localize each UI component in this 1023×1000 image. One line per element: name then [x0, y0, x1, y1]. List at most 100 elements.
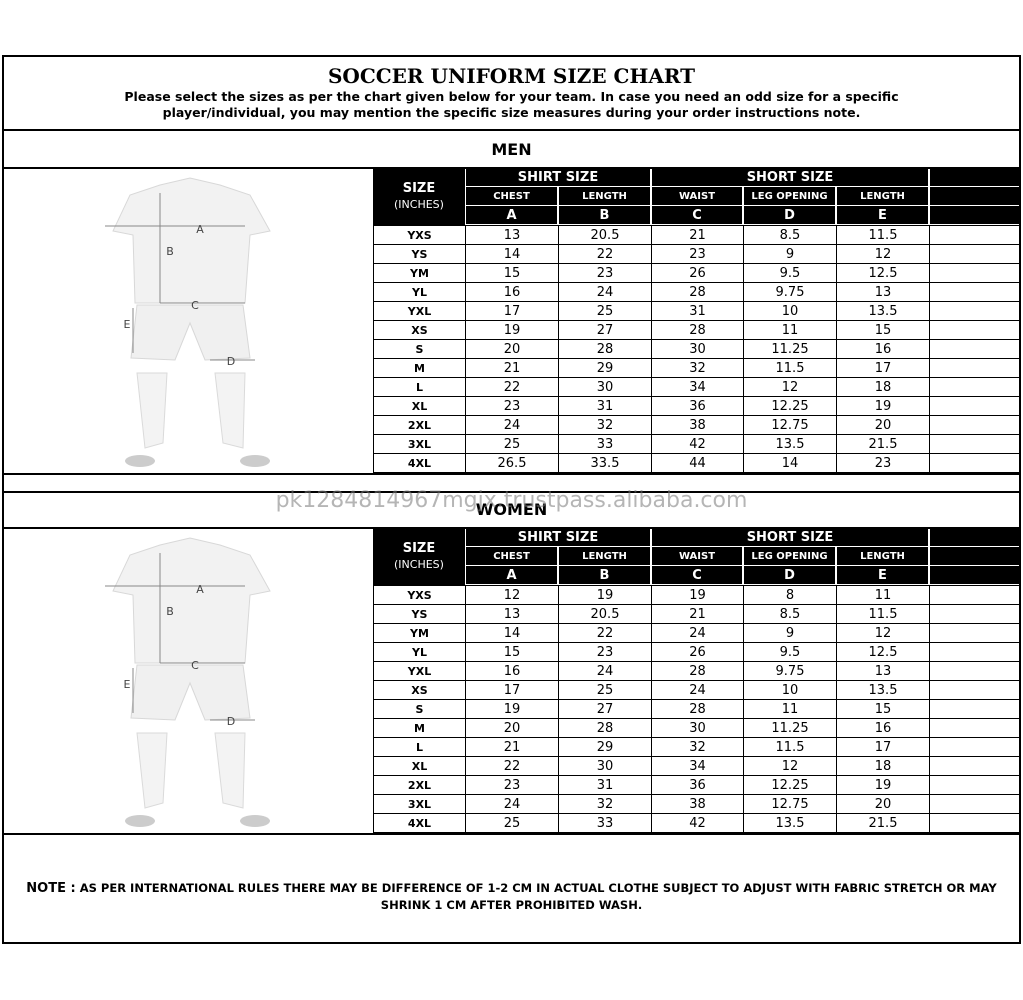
value-cell: 25: [558, 680, 652, 700]
value-cell: 31: [651, 301, 744, 321]
column-header: CHEST: [466, 547, 557, 565]
size-header: [373, 528, 465, 585]
value-cell: 21.5: [836, 813, 930, 833]
value-cell: 11.25: [743, 339, 837, 359]
value-cell: 25: [465, 434, 559, 454]
value-cell: 13: [465, 225, 559, 245]
value-cell: [929, 699, 1021, 719]
section-title: MEN: [491, 139, 532, 159]
value-cell: 20: [465, 339, 559, 359]
value-cell: [929, 794, 1021, 814]
size-cell: M: [373, 718, 466, 738]
column-header: WAIST: [652, 187, 742, 205]
value-cell: 19: [558, 585, 652, 605]
size-cell: S: [373, 339, 466, 359]
column-header: LEG OPENING: [744, 547, 835, 565]
value-cell: 28: [558, 339, 652, 359]
value-cell: 22: [558, 244, 652, 264]
value-cell: 17: [465, 301, 559, 321]
rule: [2, 473, 1021, 475]
value-cell: [929, 453, 1021, 473]
value-cell: 21: [651, 225, 744, 245]
value-cell: 18: [836, 377, 930, 397]
rule: [2, 833, 1021, 835]
size-cell: YXS: [373, 225, 466, 245]
value-cell: 24: [465, 415, 559, 435]
value-cell: 26.5: [465, 453, 559, 473]
value-cell: 24: [651, 680, 744, 700]
value-cell: [929, 282, 1021, 302]
value-cell: [929, 396, 1021, 416]
size-header-label: SIZE: [402, 540, 436, 556]
value-cell: 24: [558, 282, 652, 302]
size-cell: L: [373, 377, 466, 397]
value-cell: 28: [651, 699, 744, 719]
value-cell: 33.5: [558, 453, 652, 473]
title: SOCCER UNIFORM SIZE CHART: [327, 64, 696, 88]
value-cell: 26: [651, 642, 744, 662]
size-cell: S: [373, 699, 466, 719]
size-cell: 4XL: [373, 453, 466, 473]
value-cell: 29: [558, 737, 652, 757]
value-cell: 12: [836, 623, 930, 643]
value-cell: [929, 339, 1021, 359]
value-cell: 11: [743, 699, 837, 719]
value-cell: 30: [651, 339, 744, 359]
value-cell: 23: [836, 453, 930, 473]
value-cell: [929, 377, 1021, 397]
size-cell: M: [373, 358, 466, 378]
value-cell: 16: [465, 282, 559, 302]
note-text: AS PER INTERNATIONAL RULES THERE MAY BE …: [79, 881, 997, 912]
size-cell: YXL: [373, 661, 466, 681]
column-header: LENGTH: [837, 547, 928, 565]
figure-label: D: [226, 714, 236, 728]
value-cell: 44: [651, 453, 744, 473]
value-cell: 25: [558, 301, 652, 321]
size-cell: XS: [373, 320, 466, 340]
value-cell: [929, 434, 1021, 454]
size-cell: 3XL: [373, 794, 466, 814]
value-cell: 20.5: [558, 604, 652, 624]
size-cell: YL: [373, 642, 466, 662]
value-cell: 21.5: [836, 434, 930, 454]
value-cell: 11.5: [836, 225, 930, 245]
value-cell: 9: [743, 244, 837, 264]
value-cell: [929, 623, 1021, 643]
size-cell: 3XL: [373, 434, 466, 454]
frame: [2, 55, 1021, 944]
value-cell: [929, 604, 1021, 624]
value-cell: 32: [651, 358, 744, 378]
size-cell: 2XL: [373, 415, 466, 435]
subtitle: Please select the sizes as per the chart…: [124, 89, 899, 120]
value-cell: 12: [743, 377, 837, 397]
figure-label: E: [123, 677, 131, 691]
value-cell: 19: [651, 585, 744, 605]
column-header: LENGTH: [559, 547, 650, 565]
value-cell: 19: [465, 320, 559, 340]
value-cell: 8: [743, 585, 837, 605]
column-header: LEG OPENING: [744, 187, 835, 205]
value-cell: [929, 680, 1021, 700]
value-cell: 10: [743, 301, 837, 321]
value-cell: 13: [836, 282, 930, 302]
figure-label: C: [191, 298, 199, 312]
size-cell: YS: [373, 604, 466, 624]
size-cell: XL: [373, 756, 466, 776]
value-cell: 19: [836, 396, 930, 416]
column-letter: E: [837, 206, 928, 224]
value-cell: [929, 225, 1021, 245]
note-label: NOTE :: [26, 881, 76, 896]
value-cell: 16: [836, 339, 930, 359]
column-letter: C: [652, 566, 742, 584]
figure-label: D: [226, 354, 236, 368]
value-cell: 9.5: [743, 263, 837, 283]
value-cell: 21: [465, 358, 559, 378]
value-cell: 13: [836, 661, 930, 681]
group-header: [930, 168, 1020, 186]
value-cell: 42: [651, 434, 744, 454]
column-letter: B: [559, 206, 650, 224]
value-cell: 13.5: [836, 680, 930, 700]
value-cell: 15: [836, 699, 930, 719]
value-cell: 27: [558, 699, 652, 719]
value-cell: 17: [465, 680, 559, 700]
